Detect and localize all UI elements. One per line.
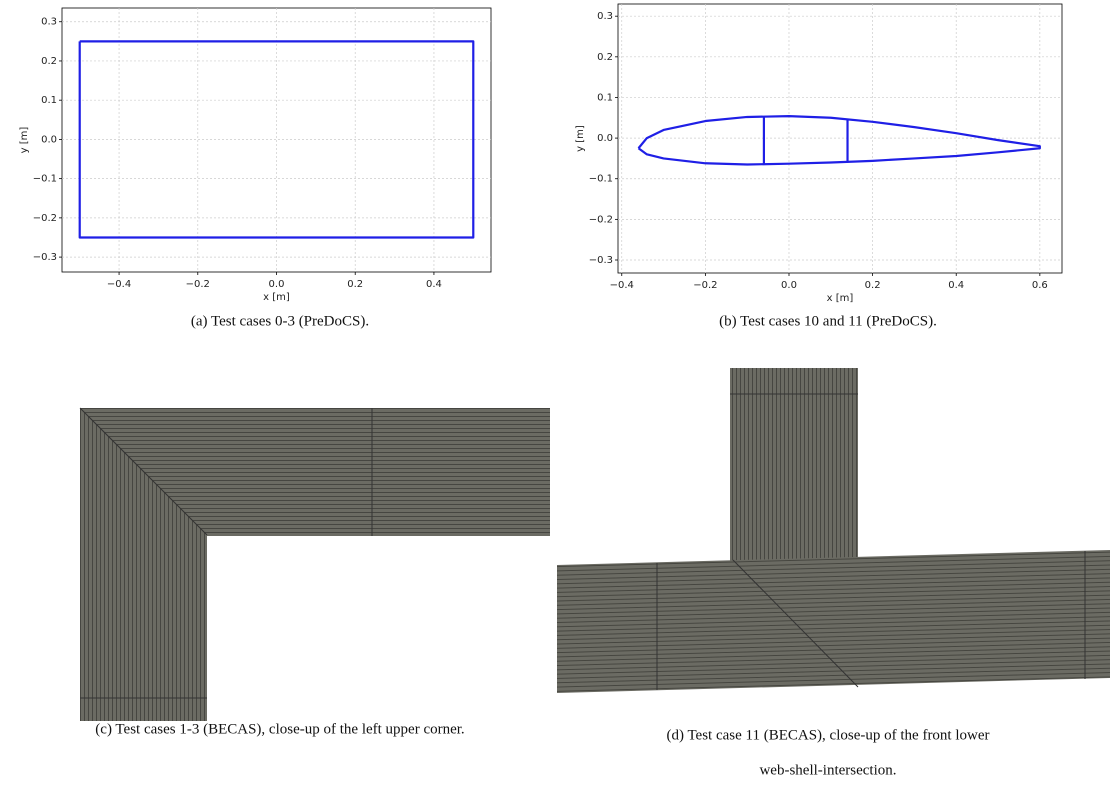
- x-tick-label: −0.4: [610, 280, 634, 291]
- y-tick-label: −0.1: [33, 174, 57, 185]
- caption: web-shell-intersection.: [759, 762, 896, 778]
- y-tick-label: −0.3: [589, 255, 613, 266]
- plot-area: [618, 4, 1062, 273]
- y-tick-label: 0.0: [597, 133, 613, 144]
- x-tick-label: −0.2: [693, 280, 717, 291]
- x-axis-label: x [m]: [827, 293, 854, 304]
- y-axis-label: y [m]: [19, 127, 30, 154]
- caption: (a) Test cases 0-3 (PreDoCS).: [191, 313, 369, 329]
- y-tick-label: −0.1: [589, 174, 613, 185]
- x-tick-label: 0.2: [347, 279, 363, 290]
- caption: (c) Test cases 1-3 (BECAS), close-up of …: [95, 721, 464, 737]
- y-tick-label: 0.2: [41, 56, 57, 67]
- y-tick-label: −0.2: [33, 213, 57, 224]
- x-tick-label: 0.0: [269, 279, 285, 290]
- x-tick-label: −0.2: [186, 279, 210, 290]
- caption: (b) Test cases 10 and 11 (PreDoCS).: [719, 313, 937, 329]
- mesh-c: [80, 408, 550, 721]
- y-tick-label: 0.3: [597, 11, 613, 22]
- y-tick-label: 0.1: [597, 92, 613, 103]
- caption: (d) Test case 11 (BECAS), close-up of th…: [666, 727, 989, 743]
- y-tick-label: 0.3: [41, 17, 57, 28]
- x-tick-label: 0.0: [781, 280, 797, 291]
- mesh-d: [557, 368, 1110, 693]
- y-axis-label: y [m]: [575, 125, 586, 152]
- x-tick-label: 0.4: [948, 280, 964, 291]
- y-tick-label: −0.3: [33, 252, 57, 263]
- y-tick-label: −0.2: [589, 214, 613, 225]
- x-axis-label: x [m]: [263, 292, 290, 303]
- y-tick-label: 0.1: [41, 95, 57, 106]
- x-tick-label: 0.4: [426, 279, 442, 290]
- x-tick-label: 0.6: [1032, 280, 1048, 291]
- x-tick-label: 0.2: [865, 280, 881, 291]
- y-tick-label: 0.0: [41, 134, 57, 145]
- y-tick-label: 0.2: [597, 52, 613, 63]
- x-tick-label: −0.4: [107, 279, 131, 290]
- figure: (c) Test cases 1-3 (BECAS), close-up of …: [0, 0, 1110, 787]
